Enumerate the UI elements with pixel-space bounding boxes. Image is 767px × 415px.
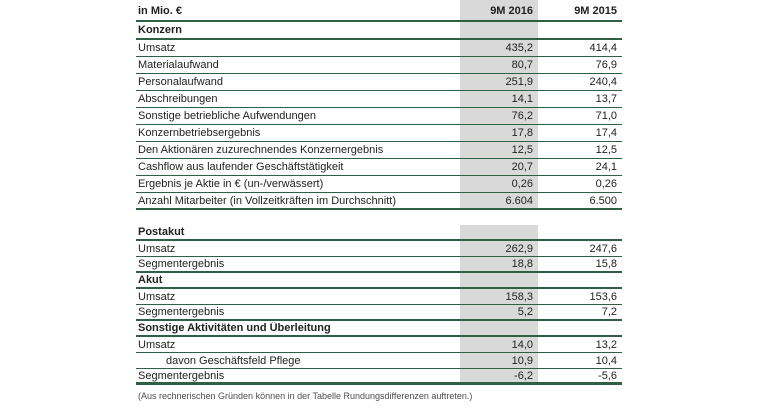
row-label: Segmentergebnis	[138, 306, 225, 318]
value-9m2015: 24,1	[595, 161, 617, 173]
row-label: Segmentergebnis	[138, 258, 225, 270]
section-label: Konzern	[138, 24, 182, 36]
value-9m2016: 12,5	[511, 144, 533, 156]
value-9m2016: 20,7	[511, 161, 533, 173]
value-9m2015: 240,4	[589, 76, 617, 88]
value-9m2016: 5,2	[517, 306, 533, 318]
row-label: Ergebnis je Aktie in € (un-/verwässert)	[138, 178, 324, 190]
value-9m2016: 80,7	[511, 59, 533, 71]
footnote: (Aus rechnerischen Gründen können in der…	[138, 391, 473, 401]
section-row-sonstige-aktivitaeten: Sonstige Aktivitäten und Überleitung	[136, 321, 622, 337]
table-row: Umsatz 158,3 153,6	[136, 289, 622, 305]
section-row-akut: Akut	[136, 273, 622, 289]
value-9m2015: 0,26	[595, 178, 617, 190]
table-row: Segmentergebnis -6,2 -5,6	[136, 369, 622, 385]
value-9m2015: 17,4	[595, 127, 617, 139]
table-row: Anzahl Mitarbeiter (in Vollzeitkräften i…	[136, 193, 622, 210]
table-row: Den Aktionären zuzurechnendes Konzernerg…	[136, 142, 622, 159]
value-9m2015: 13,7	[595, 93, 617, 105]
table-row: Cashflow aus laufender Geschäftstätigkei…	[136, 159, 622, 176]
value-9m2015: 76,9	[595, 59, 617, 71]
unit-label: in Mio. €	[138, 5, 182, 17]
value-9m2015: -5,6	[598, 369, 617, 382]
value-9m2016: 10,9	[511, 354, 533, 367]
section-label: Sonstige Aktivitäten und Überleitung	[138, 322, 331, 334]
row-label: Segmentergebnis	[138, 369, 225, 382]
table-row: Ergebnis je Aktie in € (un-/verwässert) …	[136, 176, 622, 193]
value-9m2016: 0,26	[511, 178, 533, 190]
value-9m2016: 14,1	[511, 93, 533, 105]
row-label: Umsatz	[138, 42, 176, 54]
table-row: Segmentergebnis 18,8 15,8	[136, 257, 622, 273]
row-label: Materialaufwand	[138, 59, 219, 71]
value-9m2016: 18,8	[511, 258, 533, 270]
value-9m2015: 15,8	[595, 258, 617, 270]
financial-summary-table: in Mio. € 9M 2016 9M 2015 Konzern Umsatz…	[136, 0, 622, 385]
column-header-9m2016: 9M 2016	[490, 5, 533, 17]
value-9m2015: 247,6	[589, 242, 617, 255]
value-9m2015: 12,5	[595, 144, 617, 156]
table-row: Umsatz 435,2 414,4	[136, 40, 622, 57]
table-row: Sonstige betriebliche Aufwendungen 76,2 …	[136, 108, 622, 125]
value-9m2016: 262,9	[505, 242, 533, 255]
value-9m2016: 76,2	[511, 110, 533, 122]
table-row: Materialaufwand 80,7 76,9	[136, 57, 622, 74]
value-9m2015: 414,4	[589, 42, 617, 54]
row-label: Sonstige betriebliche Aufwendungen	[138, 110, 316, 122]
value-9m2016: 17,8	[511, 127, 533, 139]
row-label: Anzahl Mitarbeiter (in Vollzeitkräften i…	[138, 194, 396, 207]
value-9m2015: 13,2	[595, 338, 617, 351]
table-row: Segmentergebnis 5,2 7,2	[136, 305, 622, 321]
value-9m2015: 6.500	[589, 194, 617, 207]
row-label: davon Geschäftsfeld Pflege	[166, 354, 301, 367]
row-label: Umsatz	[138, 338, 176, 351]
row-label: Personalaufwand	[138, 76, 224, 88]
value-9m2016: -6,2	[514, 369, 533, 382]
row-label: Den Aktionären zuzurechnendes Konzernerg…	[138, 144, 384, 156]
row-label: Abschreibungen	[138, 93, 218, 105]
row-label: Umsatz	[138, 242, 176, 255]
value-9m2016: 251,9	[505, 76, 533, 88]
value-9m2015: 153,6	[589, 290, 617, 303]
value-9m2015: 10,4	[595, 354, 617, 367]
table-header-row: in Mio. € 9M 2016 9M 2015	[136, 0, 622, 22]
value-9m2015: 71,0	[595, 110, 617, 122]
row-label: Cashflow aus laufender Geschäftstätigkei…	[138, 161, 344, 173]
value-9m2016: 158,3	[505, 290, 533, 303]
table-row: Umsatz 14,0 13,2	[136, 337, 622, 353]
value-9m2015: 7,2	[601, 306, 617, 318]
section-gap	[136, 210, 622, 225]
value-9m2016: 435,2	[505, 42, 533, 54]
section-label: Akut	[138, 274, 163, 286]
table-row: Abschreibungen 14,1 13,7	[136, 91, 622, 108]
column-shade-9m2016-lower	[460, 225, 538, 385]
row-label: Konzernbetriebsergebnis	[138, 127, 261, 139]
column-header-9m2015: 9M 2015	[574, 5, 617, 17]
table-row: Personalaufwand 251,9 240,4	[136, 74, 622, 91]
section-label: Postakut	[138, 226, 185, 238]
section-row-postakut: Postakut	[136, 225, 622, 241]
row-label: Umsatz	[138, 290, 176, 303]
table-row: Umsatz 262,9 247,6	[136, 241, 622, 257]
value-9m2016: 6.604	[505, 194, 533, 207]
table-row-sub: davon Geschäftsfeld Pflege 10,9 10,4	[136, 353, 622, 369]
section-row-konzern: Konzern	[136, 22, 622, 40]
value-9m2016: 14,0	[511, 338, 533, 351]
table-row: Konzernbetriebsergebnis 17,8 17,4	[136, 125, 622, 142]
